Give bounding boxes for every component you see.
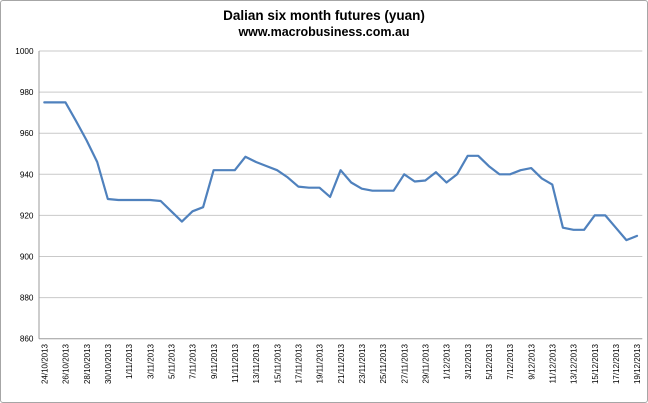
y-axis-tick-label: 1000: [15, 47, 34, 56]
x-axis-tick-label: 17/12/2013: [612, 343, 621, 384]
x-axis-tick-label: 27/11/2013: [400, 343, 409, 383]
x-axis-tick-label: 23/11/2013: [358, 343, 367, 383]
y-axis-tick-label: 960: [20, 129, 34, 138]
x-axis-tick-label: 11/11/2013: [231, 343, 240, 382]
x-axis-tick-label: 5/12/2013: [485, 343, 494, 379]
x-axis-tick-label: 25/11/2013: [379, 343, 388, 383]
x-axis-tick-label: 5/11/2013: [168, 343, 177, 379]
x-axis-tick-label: 30/10/2013: [104, 343, 113, 384]
x-axis-tick-label: 15/12/2013: [591, 343, 600, 384]
x-axis-tick-label: 19/12/2013: [633, 343, 642, 384]
x-axis-tick-label: 3/12/2013: [464, 343, 473, 379]
y-axis-tick-label: 980: [20, 88, 34, 97]
y-axis-tick-label: 920: [20, 211, 34, 220]
x-axis-tick-label: 19/11/2013: [316, 343, 325, 383]
x-axis-tick-label: 26/10/2013: [62, 343, 71, 384]
x-axis-tick-label: 28/10/2013: [83, 343, 92, 384]
x-axis-tick-label: 24/10/2013: [40, 343, 49, 384]
x-axis-tick-label: 1/12/2013: [443, 343, 452, 379]
y-axis-tick-label: 880: [20, 294, 34, 303]
x-axis-tick-label: 29/11/2013: [422, 343, 431, 383]
x-axis-tick-label: 9/11/2013: [210, 343, 219, 379]
x-axis-tick-label: 7/12/2013: [506, 343, 515, 379]
x-axis-tick-label: 21/11/2013: [337, 343, 346, 383]
price-line-series: [43, 101, 639, 242]
x-axis-tick-label: 7/11/2013: [189, 343, 198, 379]
x-axis-tick-label: 9/12/2013: [527, 343, 536, 379]
y-axis-tick-label: 860: [20, 335, 34, 344]
y-axis-tick-label: 940: [20, 170, 34, 179]
x-axis-tick-label: 13/12/2013: [570, 343, 579, 384]
chart-subtitle: www.macrobusiness.com.au: [238, 25, 410, 39]
x-axis-tick-label: 17/11/2013: [295, 343, 304, 383]
x-axis-tick-label: 13/11/2013: [252, 343, 261, 383]
x-axis-tick-label: 3/11/2013: [146, 343, 155, 379]
x-axis-tick-label: 15/11/2013: [273, 343, 282, 383]
y-axis-tick-label: 900: [20, 253, 34, 262]
x-axis-tick-label: 1/11/2013: [125, 343, 134, 379]
x-axis-tick-label: 11/12/2013: [549, 343, 558, 383]
chart-title: Dalian six month futures (yuan): [223, 8, 425, 23]
